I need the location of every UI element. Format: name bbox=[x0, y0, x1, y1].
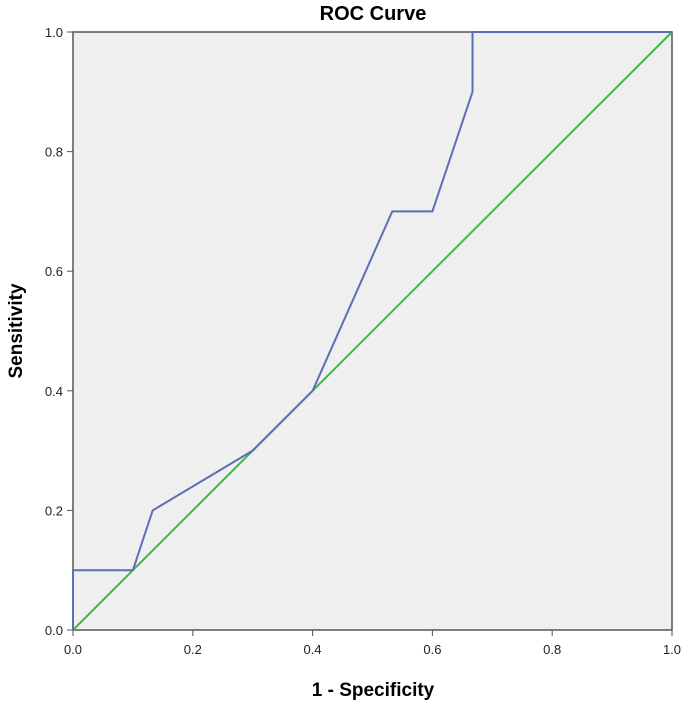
chart-title: ROC Curve bbox=[320, 3, 427, 25]
axis-ticks: 0.0 0.2 0.4 0.6 0.8 1.0 0.0 0.2 0.4 0.6 0.8 1.0 bbox=[45, 25, 681, 657]
x-tick-label: 0.6 bbox=[423, 642, 441, 657]
y-tick-label: 0.4 bbox=[45, 384, 63, 399]
y-tick-label: 0.6 bbox=[45, 264, 63, 279]
x-tick-label: 0.0 bbox=[64, 642, 82, 657]
reference-diagonal-line bbox=[72, 31, 673, 631]
x-tick-label: 0.4 bbox=[304, 642, 322, 657]
y-tick-label: 0.2 bbox=[45, 503, 63, 518]
y-axis-label: Sensitivity bbox=[6, 283, 27, 378]
x-tick-label: 0.2 bbox=[184, 642, 202, 657]
x-tick-label: 0.8 bbox=[543, 642, 561, 657]
y-tick-label: 0.8 bbox=[45, 145, 63, 160]
x-tick-label: 1.0 bbox=[663, 642, 681, 657]
y-tick-label: 0.0 bbox=[45, 623, 63, 638]
y-tick-label: 1.0 bbox=[45, 25, 63, 40]
series-layer bbox=[72, 31, 673, 631]
x-axis-label: 1 - Specificity bbox=[312, 680, 435, 701]
roc-curve-line bbox=[72, 31, 672, 630]
